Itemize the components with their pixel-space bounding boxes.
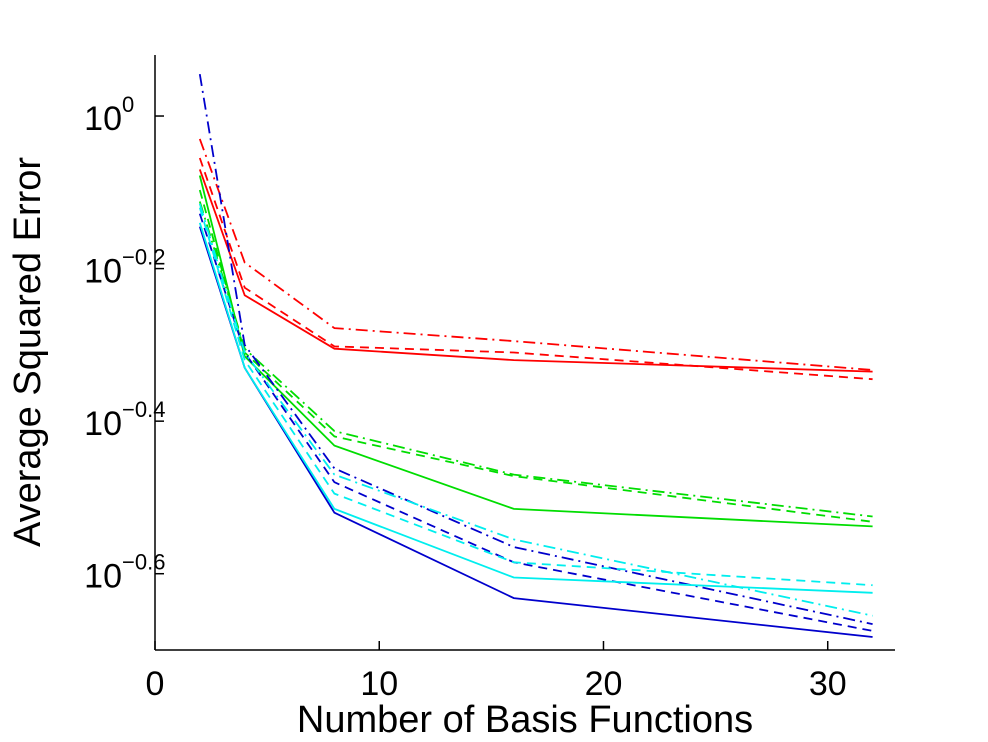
series-line-11 [198, 207, 873, 587]
x-tick-label: 10 [360, 665, 398, 703]
y-tick-exponent: −0.4 [122, 397, 165, 422]
series-line-8 [198, 213, 873, 632]
x-tick-label: 30 [809, 665, 847, 703]
y-ticks: 10 010 −0.210 −0.410 −0.6 [84, 92, 165, 596]
series-line-3 [198, 138, 873, 371]
x-tick-label: 20 [585, 665, 623, 703]
axes [154, 55, 895, 651]
y-tick-label: 10 [84, 100, 122, 138]
x-axis-title: Number of Basis Functions [297, 699, 753, 741]
x-ticks: 0 10 20 30 [146, 641, 847, 703]
series-line-6 [198, 201, 873, 518]
series-line-4 [198, 175, 873, 528]
series-line-1 [198, 169, 873, 373]
y-tick-label: 10 [84, 558, 122, 596]
series-line-7 [198, 226, 873, 638]
y-tick-label: 10 [84, 405, 122, 443]
series-layer [198, 73, 873, 638]
y-tick-exponent: −0.2 [122, 245, 165, 270]
y-axis-title: Average Squared Error [7, 157, 49, 547]
series-line-2 [198, 157, 873, 381]
y-tick-exponent: 0 [122, 92, 134, 117]
series-line-5 [198, 189, 873, 523]
y-tick-exponent: −0.6 [122, 550, 165, 575]
series-line-10 [198, 222, 873, 594]
y-tick-label: 10 [84, 253, 122, 291]
x-tick-label: 0 [146, 665, 165, 703]
series-line-9 [198, 73, 873, 625]
series-line-12 [198, 203, 873, 617]
